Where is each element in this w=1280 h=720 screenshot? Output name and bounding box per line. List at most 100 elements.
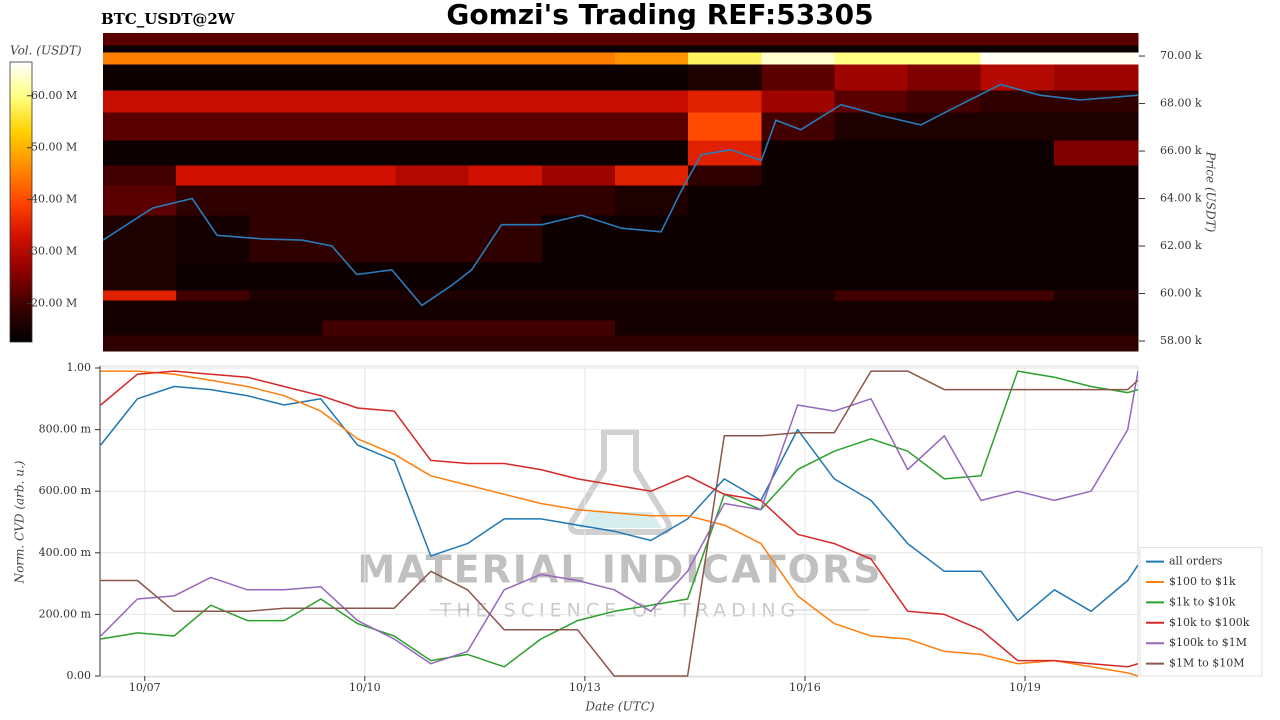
heat-cell [468, 184, 543, 216]
y-tick-label: 64.00 k [1160, 192, 1202, 205]
y-tick-label: 0.00 [67, 669, 92, 682]
heat-cell [615, 33, 689, 46]
heat-cell [103, 261, 177, 291]
heat-cell [688, 51, 762, 65]
heat-cell [1053, 89, 1139, 113]
legend-label: all orders [1169, 555, 1223, 568]
heat-cell [615, 140, 689, 166]
heat-cell [468, 33, 543, 46]
series-line [100, 385, 1138, 622]
heat-cell [322, 33, 397, 46]
heat-cell [176, 64, 250, 91]
heat-cell [103, 184, 177, 216]
x-tick-label: 10/07 [129, 681, 161, 694]
heat-cell [834, 45, 909, 53]
heat-cell [980, 165, 1055, 186]
heat-cell [395, 112, 470, 141]
heat-cell [1053, 140, 1139, 166]
heat-cell [395, 335, 470, 352]
heat-cell [907, 320, 982, 336]
heat-cell [907, 89, 982, 113]
heat-cell [761, 214, 835, 263]
heat-cell [541, 33, 616, 46]
heat-cell [761, 165, 835, 186]
heat-cell [688, 289, 762, 301]
heat-cell [761, 89, 835, 113]
heat-cell [834, 289, 909, 301]
heat-cell [176, 320, 250, 336]
heat-cell [907, 112, 982, 141]
heat-cell [541, 112, 616, 141]
legend-label: $1M to $10M [1169, 657, 1245, 670]
heat-cell [395, 33, 470, 46]
heat-cell [468, 45, 543, 53]
heat-cell [468, 112, 543, 141]
y-tick-label: 58.00 k [1160, 334, 1202, 347]
heat-cell [980, 214, 1055, 263]
heat-cell [468, 64, 543, 91]
heat-cell [176, 214, 250, 263]
heat-cell [688, 320, 762, 336]
heat-cell [249, 184, 323, 216]
watermark-icon-fill [578, 512, 662, 528]
y-tick-label: 400.00 m [39, 546, 92, 559]
heat-cell [834, 112, 909, 141]
heat-cell [468, 214, 543, 263]
heat-cell [907, 184, 982, 216]
heat-cell [322, 184, 397, 216]
heat-cell [834, 299, 909, 321]
colorbar-title: Vol. (USDT) [10, 44, 82, 58]
heat-cell [615, 165, 689, 186]
heat-cell [322, 289, 397, 301]
heat-cell [468, 89, 543, 113]
heat-cell [249, 320, 323, 336]
chart-title: Gomzi's Trading REF:53305 [446, 0, 873, 31]
heat-cell [688, 89, 762, 113]
colorbar-tick-label: 20.00 M [31, 297, 77, 310]
heat-cell [834, 64, 909, 91]
heat-cell [980, 112, 1055, 141]
heat-cell [103, 320, 177, 336]
heat-cell [103, 112, 177, 141]
heat-cell [103, 289, 177, 301]
heat-cell [761, 51, 835, 65]
heat-cell [468, 51, 543, 65]
heat-cell [761, 299, 835, 321]
heat-cell [249, 51, 323, 65]
heat-cell [688, 140, 762, 166]
heat-cell [834, 51, 909, 65]
heat-cell [615, 299, 689, 321]
heat-cell [176, 51, 250, 65]
heat-cell [980, 299, 1055, 321]
y-axis-title: Norm. CVD (arb. u.) [13, 460, 27, 584]
heat-cell [1053, 64, 1139, 91]
heat-cell [176, 299, 250, 321]
heat-cell [1053, 45, 1139, 53]
heat-cell [1053, 184, 1139, 216]
dataset-label: BTC_USDT@2W [101, 10, 236, 28]
heat-cell [322, 45, 397, 53]
heat-cell [761, 261, 835, 291]
heat-cell [980, 335, 1055, 352]
y-tick-label: 800.00 m [39, 423, 92, 436]
heat-cell [980, 261, 1055, 291]
heat-cell [761, 140, 835, 166]
colorbar-tick-label: 40.00 M [31, 193, 77, 206]
heat-cell [176, 165, 250, 186]
y-tick-label: 600.00 m [39, 484, 92, 497]
legend-label: $100k to $1M [1169, 636, 1247, 649]
heat-cell [761, 320, 835, 336]
heat-cell [615, 45, 689, 53]
legend-label: $100 to $1k [1169, 575, 1236, 588]
watermark-title: MATERIAL INDICATORS [357, 548, 882, 592]
heat-cell [907, 165, 982, 186]
heat-cell [1053, 33, 1139, 46]
heat-cell [541, 64, 616, 91]
heat-cell [395, 45, 470, 53]
heat-cell [176, 335, 250, 352]
heat-cell [468, 261, 543, 291]
heat-cell [761, 45, 835, 53]
legend-label: $10k to $100k [1169, 616, 1250, 629]
heat-cell [395, 261, 470, 291]
